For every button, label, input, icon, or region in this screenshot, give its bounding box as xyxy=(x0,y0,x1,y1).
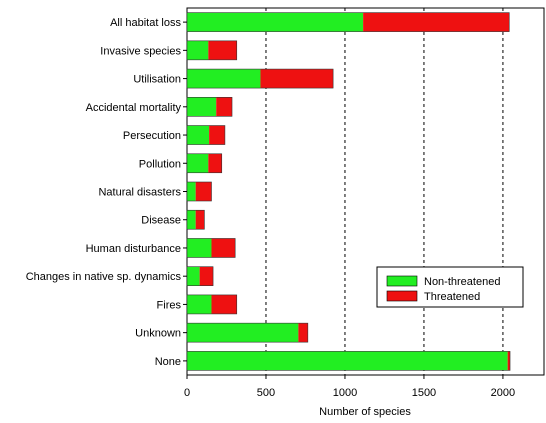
category-label-accidental-mortality: Accidental mortality xyxy=(86,102,182,114)
bar-all-habitat-loss-non-threatened xyxy=(187,12,364,32)
bar-pollution-threatened xyxy=(208,153,222,173)
category-label-fires: Fires xyxy=(157,299,182,311)
bar-invasive-species-threatened xyxy=(208,40,237,60)
bar-accidental-mortality-non-threatened xyxy=(187,97,217,117)
bar-disease-threatened xyxy=(195,210,205,230)
bar-fires-threatened xyxy=(211,294,237,314)
bar-utilisation-non-threatened xyxy=(187,69,261,89)
bar-changes-in-native-sp-dynamics-non-threatened xyxy=(187,266,200,286)
bar-none-threatened xyxy=(507,351,511,371)
category-label-natural-disasters: Natural disasters xyxy=(98,187,181,199)
bar-all-habitat-loss-threatened xyxy=(363,12,510,32)
legend: Non-threatened Threatened xyxy=(376,266,524,308)
category-label-pollution: Pollution xyxy=(139,158,181,170)
x-tick-label-2000: 2000 xyxy=(491,387,515,399)
category-label-unknown: Unknown xyxy=(135,328,181,340)
x-tick-label-1500: 1500 xyxy=(412,387,436,399)
x-tick-label-0: 0 xyxy=(184,387,190,399)
bar-persecution-non-threatened xyxy=(187,125,210,145)
legend-swatch-threatened xyxy=(386,290,418,302)
bar-human-disturbance-threatened xyxy=(211,238,236,258)
category-label-invasive-species: Invasive species xyxy=(100,45,181,57)
category-labels: All habitat loss Invasive species Utilisat… xyxy=(26,17,187,368)
x-tick-label-500: 500 xyxy=(257,387,275,399)
bar-utilisation-threatened xyxy=(260,69,334,89)
category-label-all-habitat-loss: All habitat loss xyxy=(110,17,181,29)
category-label-human-disturbance: Human disturbance xyxy=(86,243,181,255)
legend-label-non-threatened: Non-threatened xyxy=(424,276,500,288)
category-label-utilisation: Utilisation xyxy=(133,74,181,86)
legend-label-threatened: Threatened xyxy=(424,291,480,303)
bar-changes-in-native-sp-dynamics-threatened xyxy=(199,266,214,286)
bar-none-non-threatened xyxy=(187,351,508,371)
bar-pollution-non-threatened xyxy=(187,153,209,173)
bar-natural-disasters-threatened xyxy=(195,182,212,201)
legend-swatch-non-threatened xyxy=(386,275,418,287)
bar-invasive-species-non-threatened xyxy=(187,40,209,60)
bar-unknown-non-threatened xyxy=(187,323,299,343)
x-axis-title: Number of species xyxy=(319,406,411,418)
x-tick-label-1000: 1000 xyxy=(333,387,357,399)
plot-area xyxy=(186,7,545,376)
bar-disease-non-threatened xyxy=(187,210,196,230)
x-ticks: 0 500 1000 1500 2000 xyxy=(184,375,515,399)
category-label-none: None xyxy=(155,356,181,368)
bars xyxy=(186,12,511,371)
bar-persecution-threatened xyxy=(209,125,225,145)
bar-unknown-threatened xyxy=(298,323,308,343)
category-label-changes-in-native-sp-dynamics: Changes in native sp. dynamics xyxy=(26,271,182,283)
bar-fires-non-threatened xyxy=(187,294,212,314)
bar-human-disturbance-non-threatened xyxy=(187,238,212,258)
bar-accidental-mortality-threatened xyxy=(216,97,233,117)
category-label-disease: Disease xyxy=(141,215,181,227)
bar-natural-disasters-non-threatened xyxy=(187,182,196,201)
category-label-persecution: Persecution xyxy=(123,130,181,142)
